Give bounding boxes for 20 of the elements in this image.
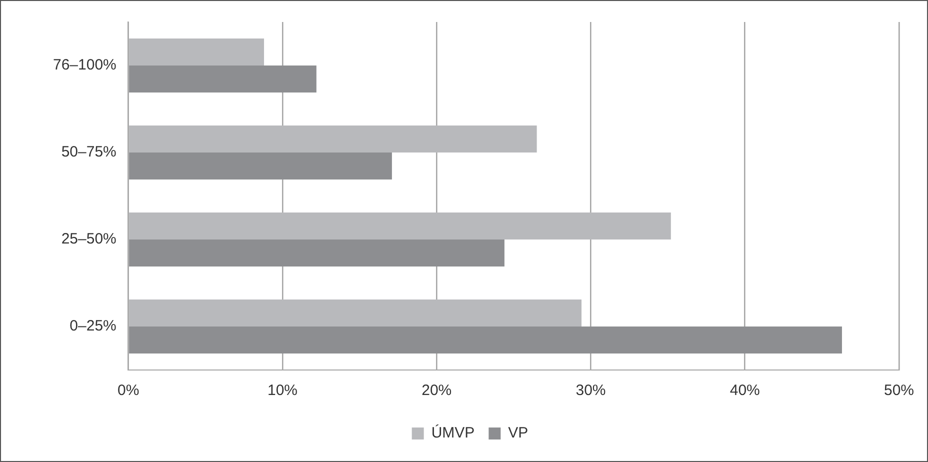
bar bbox=[129, 240, 504, 266]
bar bbox=[129, 126, 537, 152]
bar bbox=[129, 152, 392, 180]
bar bbox=[129, 212, 671, 240]
x-tick-label: 20% bbox=[422, 382, 452, 400]
bar bbox=[129, 326, 842, 354]
x-tick-label: 30% bbox=[576, 382, 606, 400]
x-tick-label: 0% bbox=[118, 382, 140, 400]
bar bbox=[129, 38, 264, 66]
y-tick-label: 0–25% bbox=[70, 318, 116, 335]
legend-label: VP bbox=[508, 424, 528, 442]
x-tick-label: 50% bbox=[884, 382, 914, 400]
y-tick-label: 76–100% bbox=[52, 56, 116, 74]
y-tick-label: 25–50% bbox=[61, 230, 116, 248]
y-tick-label: 50–75% bbox=[61, 144, 116, 161]
x-tick-label: 40% bbox=[730, 382, 760, 400]
bar bbox=[129, 300, 582, 326]
legend-label: ÚMVP bbox=[431, 424, 475, 442]
bar bbox=[129, 66, 316, 92]
x-tick-label: 10% bbox=[267, 382, 298, 400]
